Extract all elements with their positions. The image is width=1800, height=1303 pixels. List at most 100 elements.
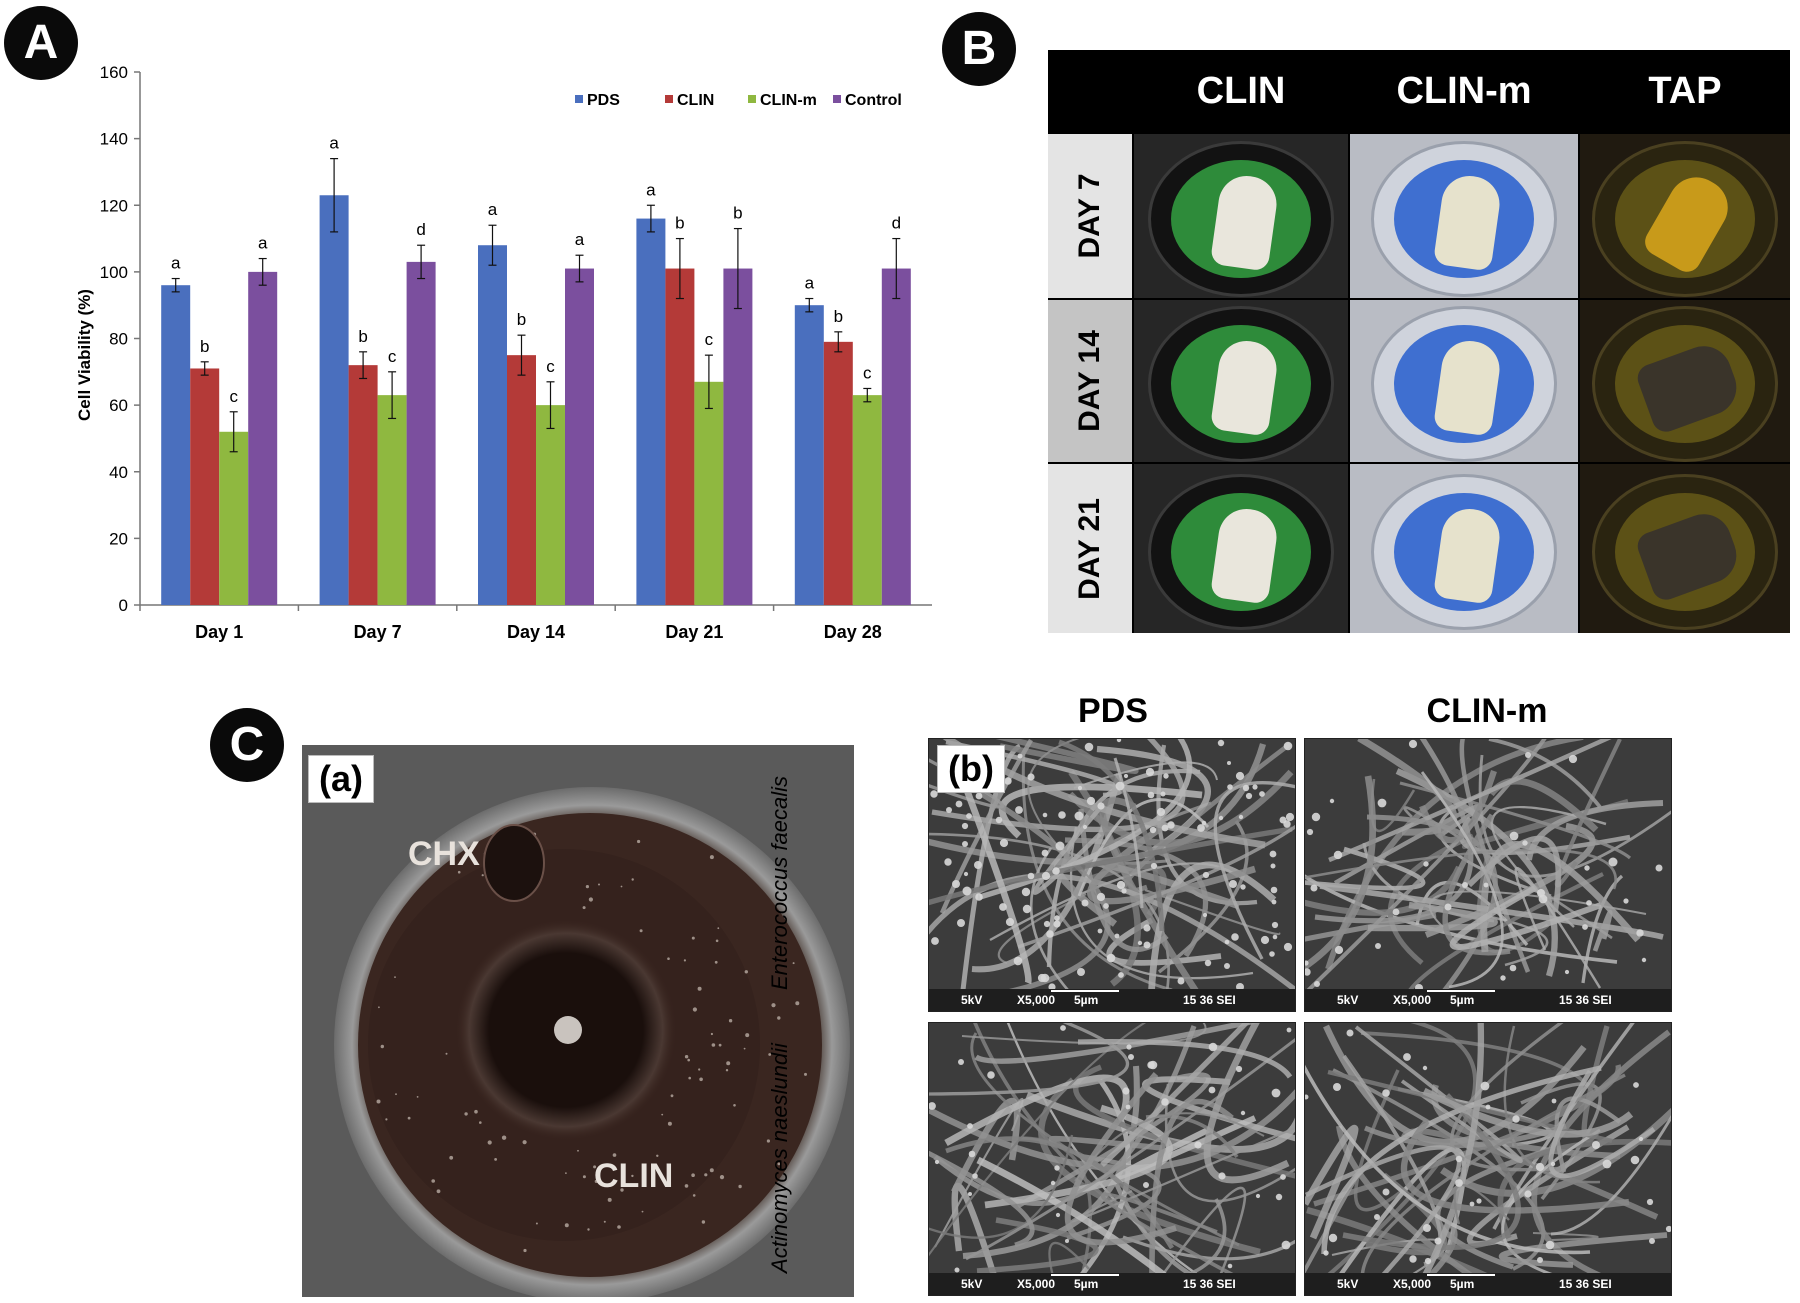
legend-swatch (833, 95, 841, 103)
colony-speck (378, 1006, 380, 1009)
bar-clin-m-4 (852, 395, 882, 605)
significance-label: a (329, 134, 339, 153)
colony-speck (804, 1072, 807, 1076)
colony-speck (728, 1019, 733, 1023)
colony-speck (582, 1175, 586, 1179)
colony-speck (777, 1016, 781, 1020)
column-header-clin: CLIN (1134, 50, 1348, 132)
colony-speck (588, 897, 593, 902)
colony-speck (744, 970, 748, 974)
colony-speck (494, 1158, 497, 1161)
fiber-texture (1305, 1023, 1671, 1295)
colony-speck (585, 885, 589, 889)
colony-speck (457, 870, 461, 874)
bar-clin-0 (190, 368, 220, 605)
culture-well (1592, 141, 1778, 298)
colony-speck (743, 1047, 746, 1050)
y-tick-label: 120 (100, 196, 128, 215)
bar-pds-4 (794, 305, 824, 605)
plate-label-clin: CLIN (594, 1157, 674, 1195)
colony-speck (631, 1174, 634, 1178)
bar-control-0 (248, 271, 278, 605)
significance-label: c (705, 330, 714, 349)
colony-speck (407, 1116, 411, 1120)
x-tick-label: Day 7 (354, 622, 402, 642)
colony-speck (714, 960, 718, 964)
colony-speck (733, 1104, 736, 1107)
colony-speck (697, 986, 702, 991)
colony-speck (416, 1096, 419, 1098)
culture-well (1148, 141, 1334, 298)
colony-speck (777, 1162, 781, 1166)
colony-speck (711, 1043, 716, 1047)
colony-speck (698, 1068, 701, 1071)
sem-info-kv: 5kV (1337, 1277, 1359, 1291)
colony-speck (667, 957, 670, 960)
colony-speck (692, 1007, 697, 1012)
bar-control-2 (565, 268, 594, 605)
culture-well (1592, 473, 1778, 630)
bar-control-1 (406, 261, 436, 605)
colony-speck (688, 1076, 691, 1080)
agar-plate-photo: (a) CHX CLIN (302, 745, 854, 1297)
row-label-day-14: DAY 14 (1048, 300, 1132, 462)
significance-label: d (892, 214, 901, 233)
colony-speck (464, 1112, 468, 1116)
bar-clin-1 (348, 365, 378, 605)
sem-info-id: 15 36 SEI (1183, 1277, 1236, 1291)
chart-x-tick-labels: Day 1 Day 7 Day 14 Day 21 Day 28 (195, 622, 882, 642)
significance-label: b (358, 327, 367, 346)
colony-speck (683, 959, 686, 962)
photo-cell (1134, 300, 1348, 462)
colony-speck (771, 1003, 776, 1008)
significance-label: a (646, 180, 656, 199)
panel-c-badge: C (210, 708, 284, 782)
legend-swatch (748, 95, 756, 103)
sem-column-title-clin-m: CLIN-m (1426, 692, 1548, 730)
bar-clin-m-2 (536, 405, 565, 605)
colony-speck (766, 1139, 770, 1143)
colony-speck (436, 1189, 441, 1194)
column-header-clin-m: CLIN-m (1350, 50, 1578, 132)
colony-speck (431, 1179, 435, 1183)
colony-speck (564, 1223, 569, 1228)
colony-speck (699, 1077, 703, 1082)
colony-speck (612, 1153, 617, 1157)
colony-speck (656, 1154, 659, 1157)
photo-cell (1134, 464, 1348, 633)
colony-speck (523, 1248, 527, 1253)
colony-speck (577, 1149, 579, 1152)
culture-well (1592, 306, 1778, 462)
sem-info-mag: X5,000 (1017, 1277, 1056, 1291)
photo-grid: CLIN CLIN-m TAP DAY 7 DAY 14 DAY 21 (1048, 50, 1790, 633)
colony-speck (481, 874, 484, 877)
culture-well (1148, 306, 1334, 462)
agar-plate-illustration (334, 787, 850, 1297)
sem-info-bar: 5kV X5,000 5µm 15 36 SEI (1305, 1273, 1671, 1295)
row-label-day-7: DAY 7 (1048, 134, 1132, 298)
bar-control-3 (723, 268, 753, 605)
colony-speck (631, 878, 634, 881)
sem-info-kv: 5kV (961, 993, 983, 1007)
bar-clin-3 (665, 268, 695, 605)
colony-speck (449, 1155, 454, 1160)
sem-row-label-e-faecalis: Enterococcus faecalis (767, 776, 792, 990)
photo-cell (1350, 134, 1578, 298)
y-tick-label: 40 (109, 463, 128, 482)
colony-speck (617, 1225, 621, 1229)
y-tick-label: 60 (109, 396, 128, 415)
colony-speck (691, 1173, 695, 1177)
significance-label: a (488, 200, 498, 219)
colony-speck (726, 1061, 731, 1066)
subpanel-tag-a: (a) (308, 755, 374, 803)
bar-pds-3 (636, 218, 666, 605)
significance-label: c (388, 347, 397, 366)
photo-cell (1580, 464, 1790, 633)
colony-speck (692, 1194, 696, 1197)
row-label-day-21: DAY 21 (1048, 464, 1132, 633)
panel-a-badge: A (4, 6, 78, 80)
colony-speck (376, 1099, 381, 1104)
colony-speck (704, 1173, 708, 1177)
sem-info-bar: 5kV X5,000 5µm 15 36 SEI (929, 989, 1295, 1011)
